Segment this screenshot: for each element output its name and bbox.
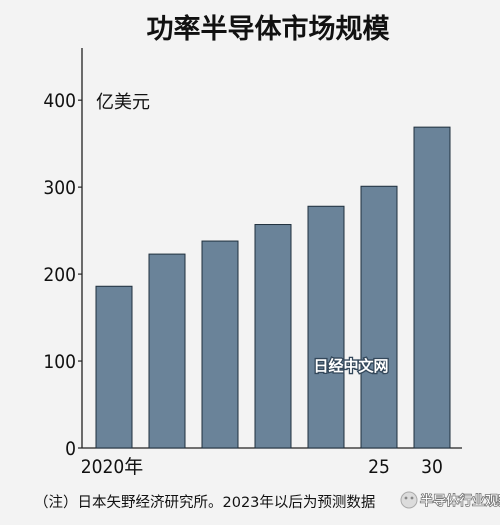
bar-1 [148,253,186,449]
x-axis-labels: 2020年 25 30 [81,456,443,478]
bar-5 [360,185,398,449]
chart-title: 功率半导体市场规模 [147,13,390,45]
x-tick-label-0: 2020年 [81,456,144,478]
bar-3 [254,224,292,449]
y-tick-label-200: 200 [43,264,76,286]
y-tick-label-0: 0 [65,438,76,460]
y-axis-ticks: 0 100 200 300 400 [43,90,82,460]
bars [95,126,451,449]
x-tick-label-5: 25 [368,456,390,478]
badge-icon-eye-right [410,496,414,500]
bar-4 [307,205,345,449]
y-tick-label-400: 400 [43,90,76,112]
overlay-badge: 半导体行业观察 [400,491,500,510]
bar-6 [413,126,451,449]
source-note: （注）日本矢野经济研究所。2023年以后为预测数据 [34,494,375,511]
badge-text: 半导体行业观察 [420,494,500,509]
watermark-text: 日经中文网 [313,357,388,375]
unit-label: 亿美元 [96,92,150,113]
y-tick-label-300: 300 [43,177,76,199]
badge-icon [400,491,418,509]
y-tick-label-100: 100 [43,351,76,373]
bar-2 [201,240,239,449]
bar-0 [95,285,133,449]
x-tick-label-6: 30 [421,456,443,478]
badge-icon-eye-left [404,496,408,500]
